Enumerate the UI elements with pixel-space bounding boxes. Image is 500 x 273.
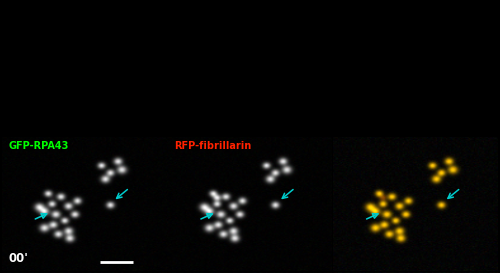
Text: RFP-fibrillarin: RFP-fibrillarin — [174, 141, 251, 150]
Text: 00': 00' — [8, 252, 28, 265]
Text: GFP-RPA43: GFP-RPA43 — [8, 141, 68, 150]
